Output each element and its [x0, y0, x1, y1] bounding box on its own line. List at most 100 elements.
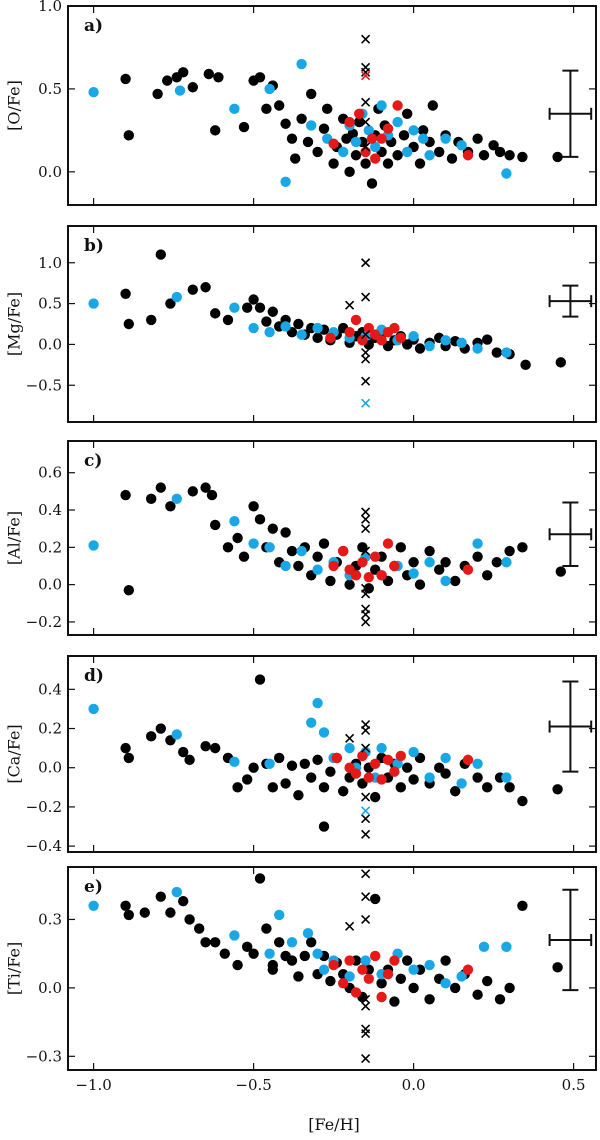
- black-cross-marker: [361, 507, 371, 517]
- y-tick-label: −0.3: [26, 1047, 62, 1065]
- black-star-point: [178, 746, 189, 758]
- black-star-point: [210, 519, 221, 531]
- blue-star-point: [248, 538, 259, 549]
- black-star-point: [286, 955, 298, 966]
- plot-frame: [67, 655, 597, 853]
- y-tick-label: 0.4: [38, 501, 62, 519]
- black-star-point: [306, 772, 317, 783]
- black-star-point: [296, 113, 307, 124]
- black-star-point: [254, 674, 266, 685]
- black-star-point: [293, 318, 304, 330]
- blue-star-point: [408, 331, 419, 342]
- blue-star-point: [229, 516, 240, 527]
- red-star-point: [389, 955, 400, 966]
- red-cross-marker: [361, 71, 371, 81]
- black-star-point: [472, 551, 483, 562]
- red-star-point: [382, 754, 394, 766]
- black-star-point: [242, 774, 253, 785]
- red-star-point: [382, 969, 394, 980]
- blue-star-point: [264, 542, 275, 553]
- black-star-point: [552, 784, 563, 795]
- black-star-point: [555, 357, 566, 368]
- black-star-point: [494, 146, 506, 158]
- blue-star-point: [344, 971, 355, 982]
- red-star-point: [350, 987, 362, 998]
- black-star-point: [338, 786, 349, 797]
- blue-star-point: [88, 87, 99, 98]
- blue-star-point: [424, 557, 435, 568]
- black-star-point: [517, 151, 528, 163]
- black-cross-marker: [361, 1028, 371, 1039]
- y-tick-label: 0.5: [38, 80, 62, 98]
- black-star-point: [187, 486, 198, 497]
- black-cross-marker: [361, 1054, 371, 1064]
- black-star-point: [395, 973, 406, 984]
- red-star-point: [363, 772, 374, 783]
- y-tick-label: 0.0: [38, 335, 62, 353]
- blue-star-point: [280, 321, 291, 332]
- red-star-point: [354, 108, 365, 119]
- black-cross-marker: [361, 589, 371, 599]
- red-star-point: [344, 955, 355, 966]
- black-star-point: [162, 75, 173, 86]
- black-star-point: [302, 136, 314, 148]
- black-star-point: [424, 545, 435, 557]
- blue-star-point: [274, 909, 285, 921]
- blue-star-point: [501, 941, 512, 953]
- black-star-point: [299, 758, 310, 769]
- black-star-point: [123, 909, 134, 921]
- panel-label: d): [84, 666, 104, 686]
- blue-star-point: [440, 335, 451, 346]
- black-star-point: [242, 302, 253, 313]
- red-star-point: [382, 538, 394, 549]
- black-cross-marker: [345, 921, 355, 931]
- black-star-point: [293, 789, 304, 801]
- black-star-point: [232, 532, 243, 544]
- black-star-point: [408, 774, 419, 785]
- black-star-point: [504, 982, 515, 994]
- red-star-point: [395, 750, 406, 762]
- black-star-point: [402, 108, 413, 119]
- black-cross-marker: [361, 743, 371, 753]
- red-star-point: [382, 123, 394, 134]
- black-star-point: [178, 896, 189, 907]
- black-star-point: [232, 782, 243, 793]
- black-star-point: [286, 133, 298, 144]
- blue-star-point: [318, 727, 330, 738]
- black-cross-marker: [361, 524, 371, 534]
- black-star-point: [146, 314, 157, 326]
- red-star-point: [376, 991, 387, 1003]
- black-star-point: [155, 723, 166, 734]
- blue-cross-marker: [361, 806, 371, 816]
- blue-star-point: [456, 778, 467, 789]
- black-star-point: [274, 937, 285, 948]
- blue-star-point: [501, 347, 512, 358]
- black-star-point: [210, 742, 221, 754]
- blue-star-point: [456, 337, 467, 348]
- blue-star-point: [360, 955, 371, 966]
- black-cross-marker: [361, 142, 371, 152]
- error-bar: [548, 284, 593, 318]
- black-cross-marker: [361, 814, 371, 824]
- black-star-point: [517, 795, 528, 807]
- black-cross-marker: [361, 617, 371, 627]
- black-star-point: [366, 178, 378, 189]
- y-tick-label: −0.4: [26, 837, 62, 855]
- black-star-point: [274, 100, 285, 111]
- black-star-point: [347, 128, 358, 139]
- blue-star-point: [280, 176, 291, 187]
- black-star-point: [482, 334, 493, 345]
- blue-star-point: [229, 930, 240, 941]
- black-star-point: [325, 766, 336, 777]
- black-star-point: [120, 742, 131, 754]
- blue-star-point: [296, 58, 307, 70]
- blue-star-point: [88, 900, 99, 911]
- black-star-point: [482, 975, 493, 987]
- black-cross-marker: [361, 514, 371, 524]
- red-star-point: [389, 322, 400, 334]
- panel-label: a): [84, 16, 103, 36]
- black-star-point: [286, 545, 298, 557]
- black-star-point: [165, 501, 176, 512]
- red-star-point: [462, 150, 474, 161]
